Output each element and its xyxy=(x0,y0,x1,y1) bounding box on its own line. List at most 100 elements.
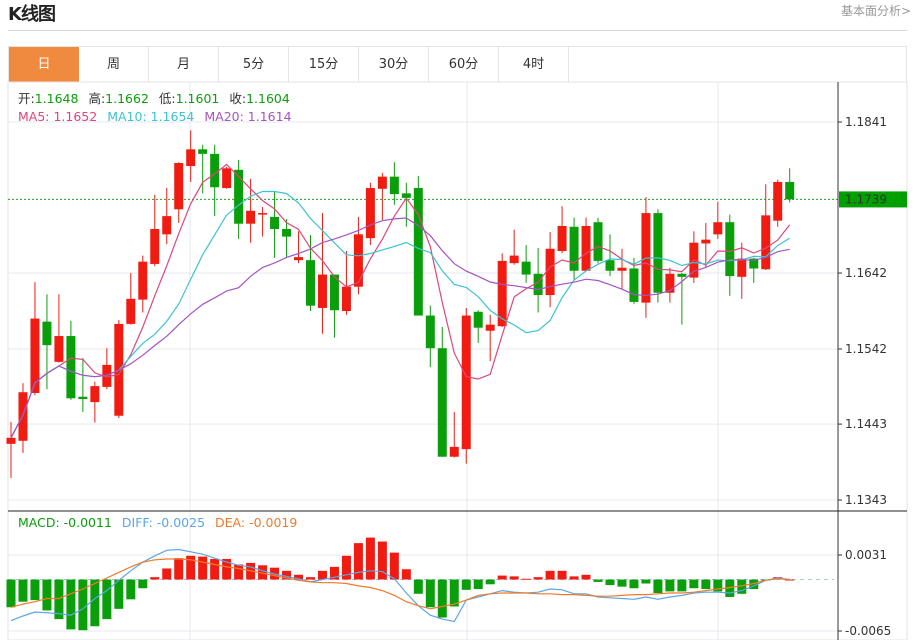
macd-bar xyxy=(186,555,196,580)
macd-bar xyxy=(653,579,663,593)
tab-30min[interactable]: 30分 xyxy=(359,47,429,82)
candle-down xyxy=(66,336,76,399)
macd-bar xyxy=(593,579,603,582)
candle-down xyxy=(533,273,543,296)
macd-bar xyxy=(677,579,687,592)
macd-bar xyxy=(449,579,459,607)
candle-up xyxy=(258,213,268,215)
macd-bar xyxy=(138,579,148,589)
candle-up xyxy=(18,392,28,441)
tab-15min[interactable]: 15分 xyxy=(289,47,359,82)
macd-bar xyxy=(341,555,351,580)
candle-down xyxy=(282,229,292,237)
macd-bar xyxy=(198,556,208,580)
candle-down xyxy=(473,311,483,328)
macd-bar xyxy=(533,577,543,580)
candle-up xyxy=(30,318,40,393)
candle-down xyxy=(270,216,280,230)
candle-up xyxy=(581,225,591,271)
macd-bar xyxy=(569,576,579,580)
macd-bar xyxy=(114,579,124,609)
macd-bar xyxy=(42,579,52,611)
macd-bar xyxy=(234,564,244,580)
macd-bar xyxy=(401,569,411,580)
macd-bar xyxy=(425,579,435,608)
candle-up xyxy=(222,168,232,189)
macd-bar xyxy=(30,579,40,601)
macd-bar xyxy=(162,568,172,580)
candle-up xyxy=(353,234,363,287)
low-label: 低: xyxy=(159,91,176,106)
macd-bar xyxy=(785,579,795,581)
macd-bar xyxy=(389,552,399,580)
macd-value: MACD: -0.0011 xyxy=(18,515,112,530)
close-label: 收: xyxy=(229,91,246,106)
ma20-line xyxy=(10,217,790,439)
tab-month[interactable]: 月 xyxy=(149,47,219,82)
dea-line xyxy=(10,558,790,610)
macd-bar xyxy=(461,579,471,590)
macd-bar xyxy=(66,579,76,630)
macd-bar xyxy=(294,574,304,580)
candle-up xyxy=(449,446,459,457)
candle-up xyxy=(246,210,256,224)
diff-line xyxy=(10,548,790,623)
open-value: 1.1648 xyxy=(35,91,79,106)
ma10-value: MA10: 1.1654 xyxy=(107,109,194,124)
candle-down xyxy=(677,273,687,277)
macd-bar xyxy=(605,579,615,586)
open-label: 开: xyxy=(18,91,35,106)
macd-bar xyxy=(353,543,363,580)
high-value: 1.1662 xyxy=(105,91,149,106)
page-title: K线图 xyxy=(8,4,56,25)
candle-up xyxy=(377,176,387,189)
candle-up xyxy=(162,216,172,235)
fundamental-analysis-link[interactable]: 基本面分析> xyxy=(840,4,911,18)
candle-down xyxy=(605,260,615,271)
macd-bar xyxy=(126,579,136,600)
candle-up xyxy=(509,255,519,264)
candle-down xyxy=(389,176,399,195)
macd-bar xyxy=(413,579,423,594)
candle-down xyxy=(521,261,531,275)
candle-down xyxy=(593,222,603,261)
candle-up xyxy=(761,215,771,270)
candle-down xyxy=(329,274,339,311)
price-tick-label: 1.1642 xyxy=(845,266,887,280)
candle-up xyxy=(557,225,567,252)
dea-value: DEA: -0.0019 xyxy=(215,515,297,530)
close-value: 1.1604 xyxy=(246,91,290,106)
macd-bar xyxy=(521,578,531,580)
macd-bar xyxy=(90,579,100,627)
candle-up xyxy=(485,324,495,331)
candle-up xyxy=(138,261,148,300)
candle-down xyxy=(785,181,795,200)
candle-up xyxy=(150,229,160,264)
macd-bar xyxy=(437,579,447,618)
tab-5min[interactable]: 5分 xyxy=(219,47,289,82)
candle-down xyxy=(413,188,423,316)
candle-up xyxy=(294,257,304,261)
tab-week[interactable]: 周 xyxy=(79,47,149,82)
ma20-value: MA20: 1.1614 xyxy=(204,109,291,124)
tab-60min[interactable]: 60分 xyxy=(429,47,499,82)
macd-bar xyxy=(689,579,699,589)
candle-up xyxy=(341,286,351,311)
macd-bar xyxy=(581,574,591,580)
macd-bar xyxy=(545,570,555,580)
ohlc-info: 开:1.1648 高:1.1662 低:1.1601 收:1.1604 xyxy=(18,91,290,106)
tab-day[interactable]: 日 xyxy=(9,47,79,82)
candle-down xyxy=(210,153,220,188)
candle-down xyxy=(42,321,52,346)
divider xyxy=(8,30,907,31)
tab-4hour[interactable]: 4时 xyxy=(499,47,569,82)
ma5-line xyxy=(10,163,791,439)
macd-bar xyxy=(365,537,375,580)
candle-up xyxy=(773,181,783,221)
macd-bar xyxy=(557,570,567,580)
macd-bar xyxy=(282,570,292,580)
macd-bar xyxy=(665,579,675,592)
diff-value: DIFF: -0.0025 xyxy=(122,515,205,530)
candle-down xyxy=(306,260,315,306)
